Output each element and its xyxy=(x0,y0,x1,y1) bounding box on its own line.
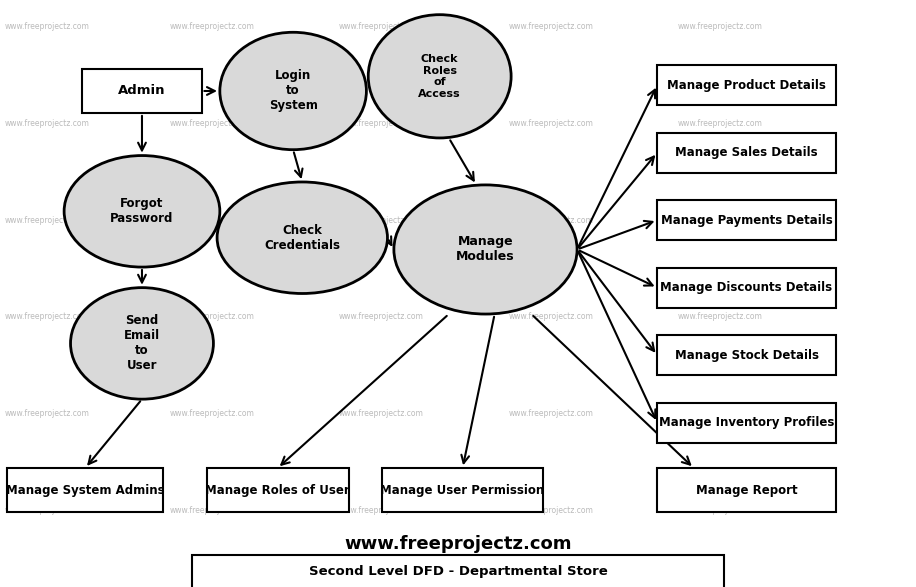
Ellipse shape xyxy=(220,32,366,150)
Text: www.freeprojectz.com: www.freeprojectz.com xyxy=(5,312,90,322)
Text: www.freeprojectz.com: www.freeprojectz.com xyxy=(5,22,90,31)
FancyBboxPatch shape xyxy=(657,133,835,173)
FancyBboxPatch shape xyxy=(657,65,835,105)
Text: www.freeprojectz.com: www.freeprojectz.com xyxy=(5,506,90,515)
Text: www.freeprojectz.com: www.freeprojectz.com xyxy=(5,119,90,128)
Text: www.freeprojectz.com: www.freeprojectz.com xyxy=(339,22,424,31)
FancyBboxPatch shape xyxy=(7,468,163,512)
Text: Check
Roles
of
Access: Check Roles of Access xyxy=(419,54,461,99)
Text: Check
Credentials: Check Credentials xyxy=(265,224,340,252)
FancyBboxPatch shape xyxy=(206,468,348,512)
Text: www.freeprojectz.com: www.freeprojectz.com xyxy=(339,119,424,128)
FancyBboxPatch shape xyxy=(383,468,542,512)
Text: www.freeprojectz.com: www.freeprojectz.com xyxy=(678,409,763,419)
Text: Manage
Modules: Manage Modules xyxy=(456,235,515,264)
Ellipse shape xyxy=(71,288,213,399)
Text: Manage Report: Manage Report xyxy=(696,484,797,497)
Text: www.freeprojectz.com: www.freeprojectz.com xyxy=(169,312,255,322)
Text: www.freeprojectz.com: www.freeprojectz.com xyxy=(508,215,594,225)
Text: www.freeprojectz.com: www.freeprojectz.com xyxy=(169,215,255,225)
Text: Manage User Permission: Manage User Permission xyxy=(380,484,545,497)
Text: www.freeprojectz.com: www.freeprojectz.com xyxy=(678,215,763,225)
Text: www.freeprojectz.com: www.freeprojectz.com xyxy=(339,506,424,515)
Text: www.freeprojectz.com: www.freeprojectz.com xyxy=(339,215,424,225)
Text: www.freeprojectz.com: www.freeprojectz.com xyxy=(678,506,763,515)
Text: www.freeprojectz.com: www.freeprojectz.com xyxy=(508,409,594,419)
Text: Forgot
Password: Forgot Password xyxy=(110,197,174,225)
Text: Manage System Admins: Manage System Admins xyxy=(5,484,165,497)
Text: www.freeprojectz.com: www.freeprojectz.com xyxy=(678,312,763,322)
Text: www.freeprojectz.com: www.freeprojectz.com xyxy=(678,22,763,31)
Text: www.freeprojectz.com: www.freeprojectz.com xyxy=(5,215,90,225)
Text: Manage Sales Details: Manage Sales Details xyxy=(675,146,818,159)
Text: Second Level DFD - Departmental Store: Second Level DFD - Departmental Store xyxy=(309,565,607,578)
FancyBboxPatch shape xyxy=(657,200,835,240)
FancyBboxPatch shape xyxy=(657,335,835,375)
Ellipse shape xyxy=(217,182,387,294)
Text: Manage Product Details: Manage Product Details xyxy=(667,79,826,92)
Ellipse shape xyxy=(64,156,220,267)
Text: www.freeprojectz.com: www.freeprojectz.com xyxy=(508,119,594,128)
Text: Manage Inventory Profiles: Manage Inventory Profiles xyxy=(659,416,834,429)
Text: Login
to
System: Login to System xyxy=(268,69,318,113)
Text: www.freeprojectz.com: www.freeprojectz.com xyxy=(508,312,594,322)
Text: www.freeprojectz.com: www.freeprojectz.com xyxy=(5,409,90,419)
Text: www.freeprojectz.com: www.freeprojectz.com xyxy=(169,409,255,419)
Text: www.freeprojectz.com: www.freeprojectz.com xyxy=(169,119,255,128)
Text: Manage Payments Details: Manage Payments Details xyxy=(660,214,833,227)
Text: www.freeprojectz.com: www.freeprojectz.com xyxy=(169,22,255,31)
Text: www.freeprojectz.com: www.freeprojectz.com xyxy=(339,312,424,322)
Ellipse shape xyxy=(368,15,511,138)
FancyBboxPatch shape xyxy=(657,468,835,512)
Text: www.freeprojectz.com: www.freeprojectz.com xyxy=(678,119,763,128)
Text: www.freeprojectz.com: www.freeprojectz.com xyxy=(169,506,255,515)
FancyBboxPatch shape xyxy=(82,69,202,113)
FancyBboxPatch shape xyxy=(657,268,835,308)
Text: Manage Roles of User: Manage Roles of User xyxy=(205,484,350,497)
Text: Send
Email
to
User: Send Email to User xyxy=(124,315,160,372)
Text: www.freeprojectz.com: www.freeprojectz.com xyxy=(508,22,594,31)
Text: www.freeprojectz.com: www.freeprojectz.com xyxy=(344,535,572,552)
FancyBboxPatch shape xyxy=(657,403,835,443)
FancyBboxPatch shape xyxy=(192,555,724,587)
Text: Manage Stock Details: Manage Stock Details xyxy=(674,349,819,362)
Text: www.freeprojectz.com: www.freeprojectz.com xyxy=(508,506,594,515)
Text: Manage Discounts Details: Manage Discounts Details xyxy=(660,281,833,294)
Text: Admin: Admin xyxy=(118,85,166,97)
Text: www.freeprojectz.com: www.freeprojectz.com xyxy=(339,409,424,419)
Ellipse shape xyxy=(394,185,577,314)
